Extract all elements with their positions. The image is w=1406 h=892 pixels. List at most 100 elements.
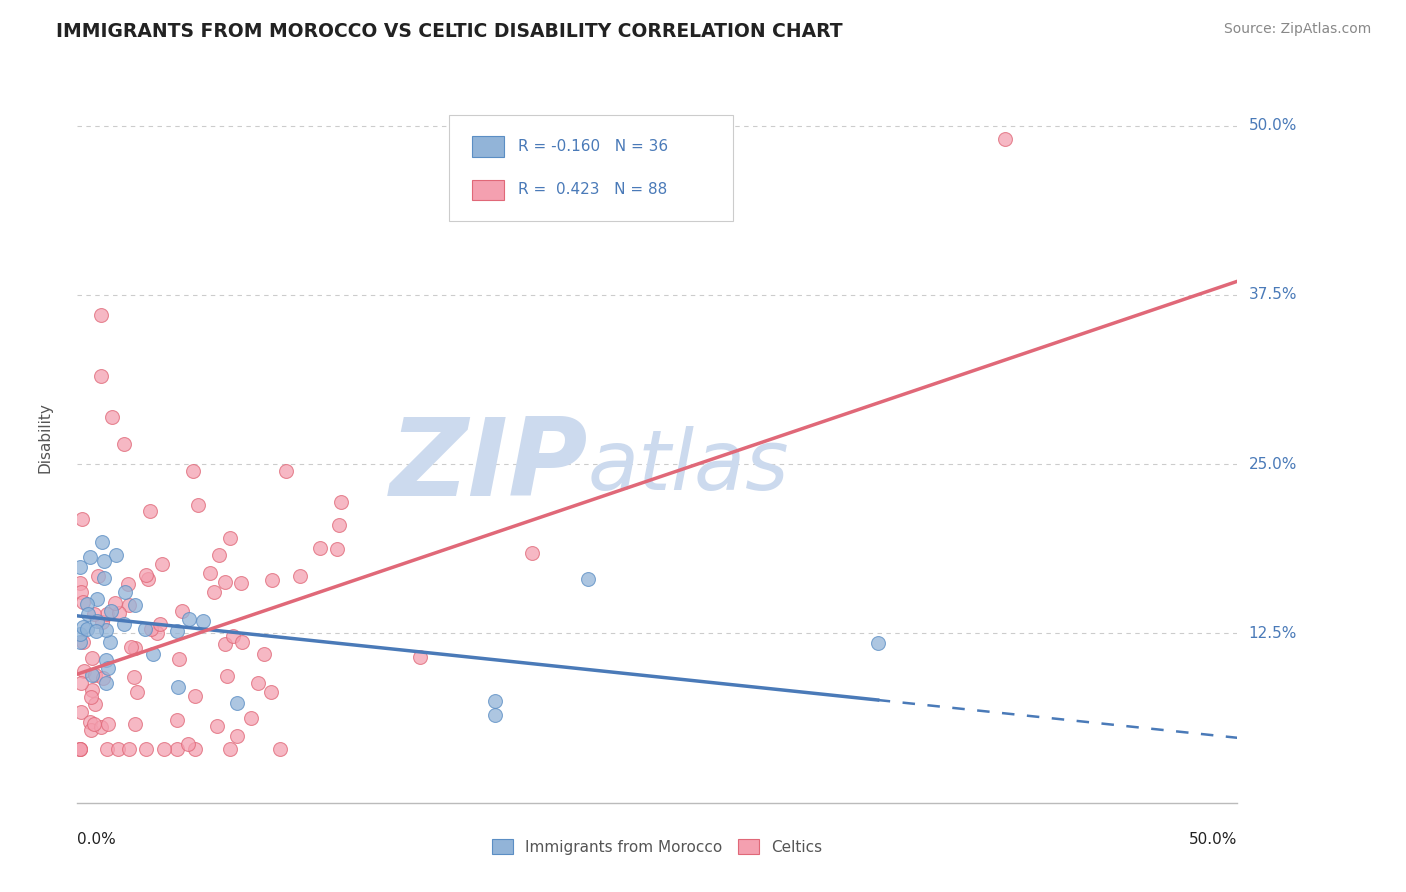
Point	[214, 637, 236, 651]
Point	[118, 741, 141, 756]
Point	[90, 369, 111, 384]
Point	[288, 569, 311, 583]
Point	[142, 647, 165, 661]
Point	[94, 676, 117, 690]
Point	[246, 676, 269, 690]
Point	[239, 710, 262, 724]
Point	[122, 670, 145, 684]
Point	[86, 591, 108, 606]
Point	[69, 741, 91, 756]
Text: IMMIGRANTS FROM MOROCCO VS CELTIC DISABILITY CORRELATION CHART: IMMIGRANTS FROM MOROCCO VS CELTIC DISABI…	[56, 22, 842, 41]
Text: 0.0%: 0.0%	[77, 832, 117, 847]
Point	[225, 696, 247, 710]
Point	[167, 652, 190, 666]
Point	[83, 668, 105, 682]
Point	[205, 719, 228, 733]
Point	[166, 624, 188, 638]
Point	[484, 707, 506, 722]
Point	[114, 585, 136, 599]
Point	[166, 741, 188, 756]
Point	[202, 585, 225, 599]
Point	[187, 499, 209, 513]
Point	[69, 627, 91, 641]
Point	[994, 132, 1017, 146]
Point	[135, 568, 157, 582]
Point	[69, 634, 91, 648]
Text: 12.5%: 12.5%	[1249, 626, 1296, 641]
Point	[96, 653, 118, 667]
Point	[69, 741, 91, 756]
Point	[70, 512, 93, 526]
Point	[96, 623, 118, 637]
Point	[79, 550, 101, 565]
Point	[77, 607, 100, 621]
Point	[214, 575, 236, 590]
Text: 50.0%: 50.0%	[1249, 118, 1296, 133]
Point	[97, 717, 120, 731]
Text: R = -0.160   N = 36: R = -0.160 N = 36	[519, 139, 668, 154]
Point	[76, 623, 98, 637]
Point	[219, 531, 242, 545]
Point	[866, 636, 889, 650]
Point	[124, 598, 146, 612]
Point	[484, 694, 506, 708]
Point	[83, 697, 105, 711]
Point	[149, 616, 172, 631]
Point	[96, 607, 118, 622]
Point	[70, 706, 93, 720]
Text: atlas: atlas	[588, 425, 789, 507]
Point	[96, 741, 118, 756]
Point	[231, 635, 253, 649]
Text: Source: ZipAtlas.com: Source: ZipAtlas.com	[1223, 22, 1371, 37]
Point	[107, 741, 129, 756]
Point	[101, 409, 124, 424]
Point	[79, 723, 101, 738]
Point	[104, 548, 127, 562]
Text: Disability: Disability	[38, 401, 52, 473]
Text: 37.5%: 37.5%	[1249, 287, 1296, 302]
Point	[124, 716, 146, 731]
Point	[145, 626, 167, 640]
Text: 50.0%: 50.0%	[1189, 832, 1237, 847]
Point	[191, 614, 214, 628]
Point	[177, 611, 200, 625]
Text: 25.0%: 25.0%	[1249, 457, 1296, 472]
Point	[166, 713, 188, 727]
Point	[72, 620, 94, 634]
Point	[80, 690, 103, 704]
Point	[153, 741, 176, 756]
Point	[82, 683, 104, 698]
Point	[124, 641, 146, 656]
Point	[69, 559, 91, 574]
Point	[183, 689, 205, 703]
Bar	[472, 136, 505, 157]
Point	[112, 616, 135, 631]
Point	[183, 464, 205, 478]
Point	[69, 675, 91, 690]
Point	[308, 541, 330, 555]
Point	[69, 576, 91, 591]
Point	[177, 737, 200, 751]
Point	[120, 640, 142, 654]
Point	[79, 714, 101, 729]
Point	[91, 535, 114, 549]
Point	[82, 651, 104, 665]
Text: R =  0.423   N = 88: R = 0.423 N = 88	[519, 183, 668, 197]
Point	[409, 649, 432, 664]
Point	[136, 572, 159, 586]
Point	[576, 572, 599, 586]
Point	[166, 681, 188, 695]
Point	[184, 741, 207, 756]
Point	[226, 729, 249, 743]
Point	[127, 685, 149, 699]
Point	[269, 741, 291, 756]
Point	[208, 548, 231, 562]
Point	[86, 624, 108, 638]
Point	[198, 566, 221, 580]
Point	[222, 629, 245, 643]
Point	[215, 669, 238, 683]
Point	[90, 720, 112, 734]
Point	[72, 634, 94, 648]
Text: ZIP: ZIP	[389, 413, 588, 519]
Legend: Immigrants from Morocco, Celtics: Immigrants from Morocco, Celtics	[485, 833, 830, 861]
